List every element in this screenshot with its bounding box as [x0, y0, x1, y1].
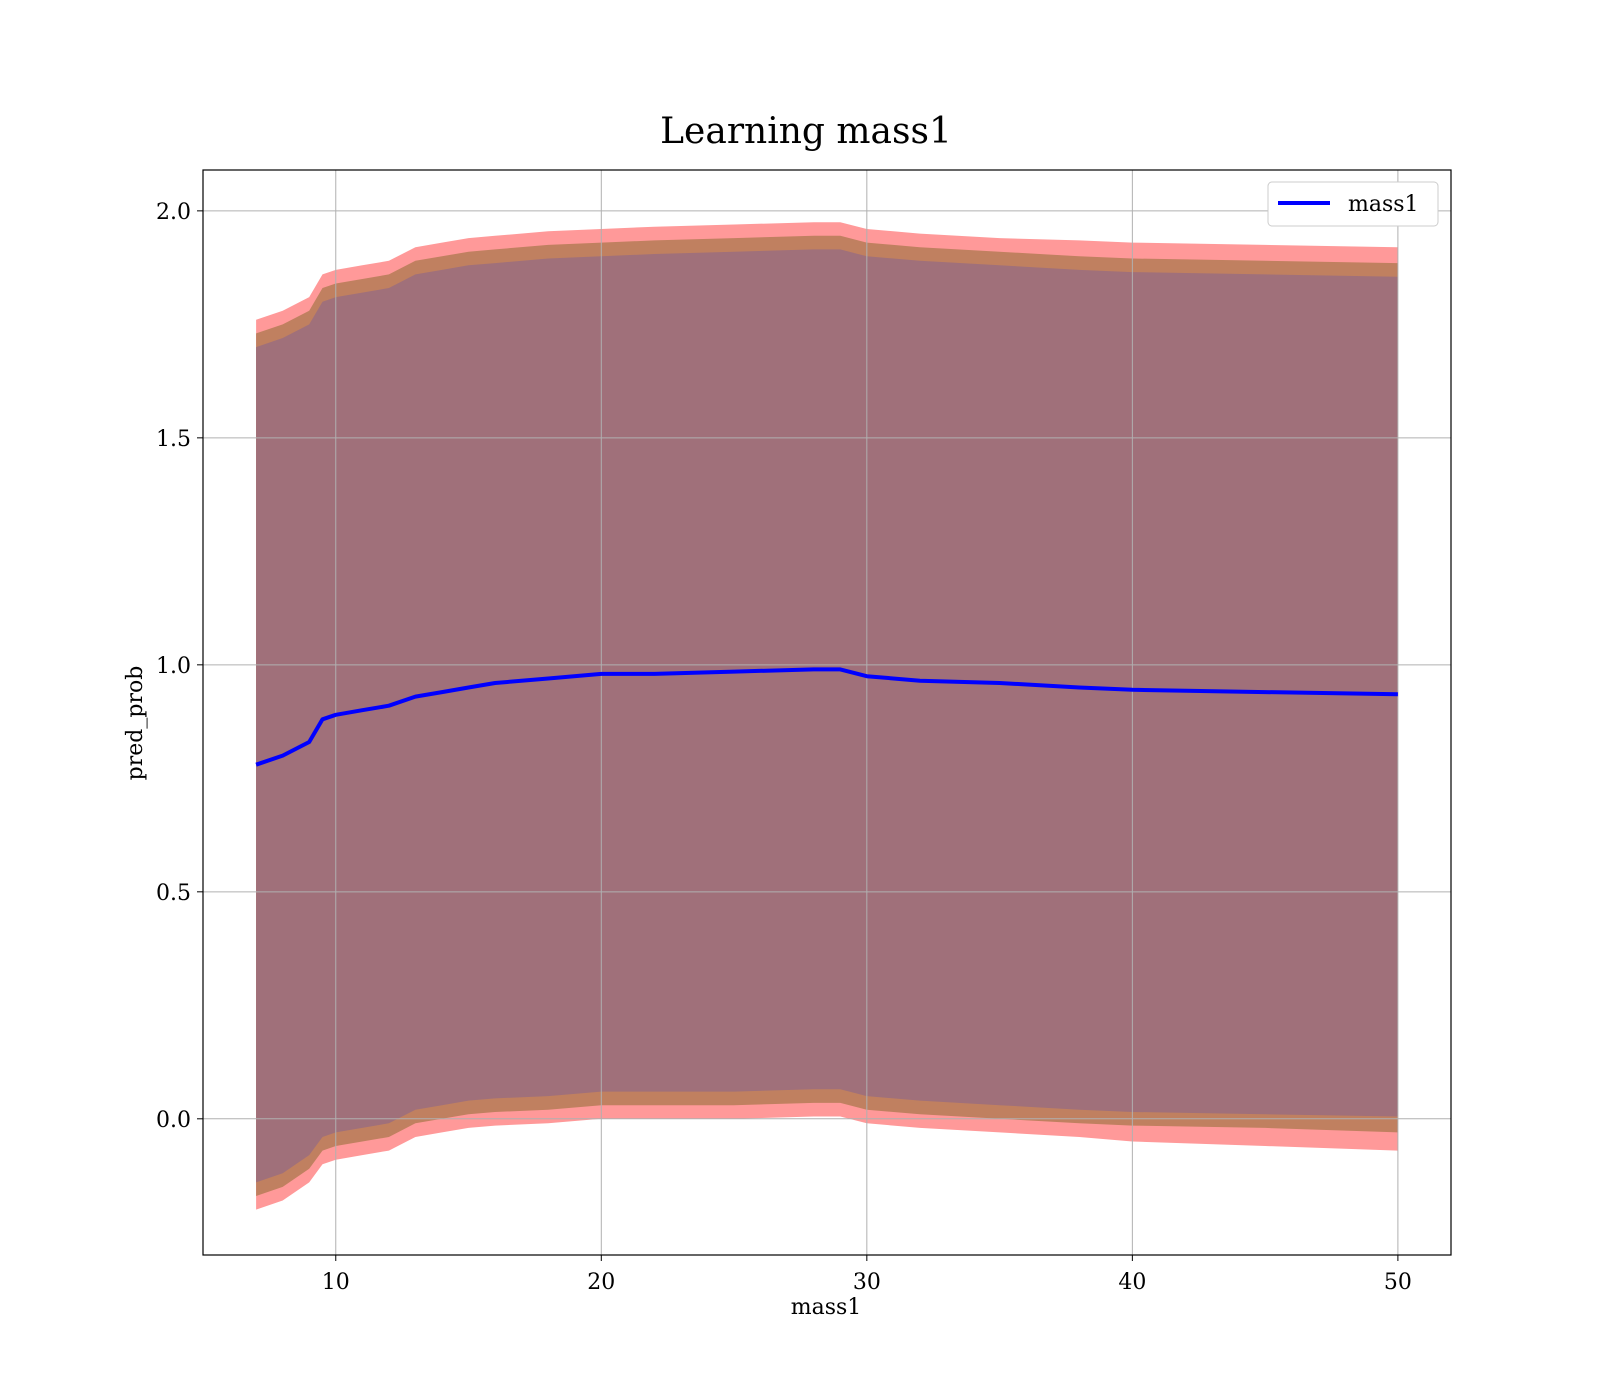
- y-tick-label: 0.0: [156, 1108, 191, 1133]
- grid: [203, 170, 1451, 1255]
- x-tick-label: 30: [853, 1270, 881, 1295]
- chart-title: Learning mass1: [660, 111, 952, 152]
- legend-label-mass1: mass1: [1348, 192, 1419, 217]
- legend: mass1: [1267, 181, 1439, 227]
- y-tick-label: 2.0: [156, 200, 191, 225]
- y-axis: 0.0 0.5 1.0 1.5 2.0: [156, 200, 203, 1133]
- x-tick-label: 40: [1118, 1270, 1146, 1295]
- plot-area: [202, 169, 1452, 1256]
- band-inner: [256, 249, 1398, 1183]
- legend-box: [1267, 181, 1439, 227]
- confidence-bands: [256, 222, 1398, 1210]
- y-tick-label: 1.5: [156, 427, 191, 452]
- x-axis: 10 20 30 40 50: [322, 1255, 1412, 1295]
- x-tick-label: 50: [1384, 1270, 1412, 1295]
- series-line-mass1: [255, 667, 1398, 767]
- axes-frame: [202, 169, 1452, 1256]
- y-tick-label: 0.5: [156, 881, 191, 906]
- y-axis-label: pred_prob: [123, 666, 148, 781]
- x-tick-label: 10: [322, 1270, 350, 1295]
- y-tick-label: 1.0: [156, 654, 191, 679]
- x-axis-label: mass1: [791, 1295, 862, 1320]
- x-tick-label: 20: [587, 1270, 615, 1295]
